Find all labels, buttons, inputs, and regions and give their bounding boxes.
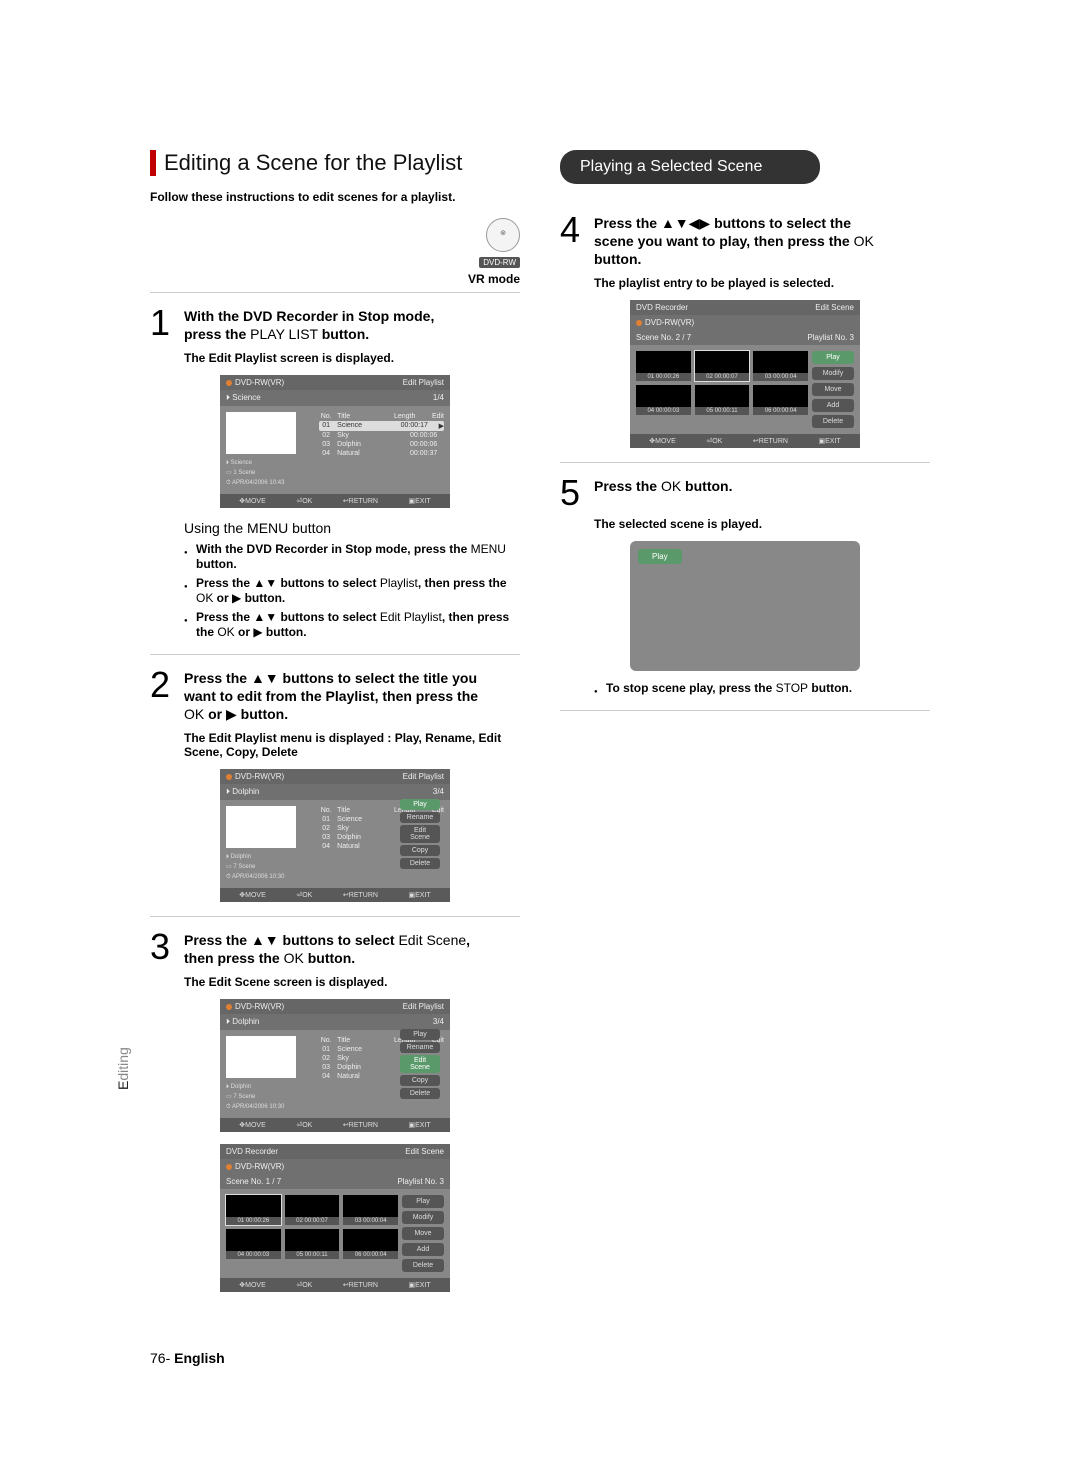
step-body: Press the ▲▼◀▶ buttons to select the sce…	[594, 214, 930, 268]
page-footer: 76- English	[150, 1350, 225, 1366]
disc-icon: ⊚	[486, 218, 520, 252]
step-body: With the DVD Recorder in Stop mode, pres…	[184, 307, 520, 343]
divider	[150, 654, 520, 655]
bullet-stop: To stop scene play, press the STOP butto…	[594, 681, 930, 696]
red-bar-accent	[150, 150, 156, 176]
playlist-table: No.TitleLengthEdit 01Science00:00:17▶ 02…	[319, 412, 444, 488]
context-menu: Play Rename Edit Scene Copy Delete	[400, 799, 440, 869]
bullet-list-1: With the DVD Recorder in Stop mode, pres…	[184, 542, 520, 640]
screenshot-edit-playlist-2: DVD-RW(VR)Edit Playlist ⏵ Dolphin3/4 ⏵ D…	[220, 769, 450, 902]
step-number: 5	[560, 477, 594, 509]
left-column: Editing a Scene for the Playlist Follow …	[150, 150, 520, 1304]
screenshot-edit-playlist-3a: DVD-RW(VR)Edit Playlist ⏵ Dolphin3/4 ⏵ D…	[220, 999, 450, 1132]
title-text: Editing a Scene for the Playlist	[164, 150, 462, 176]
sidebar-section-label: Editing	[115, 1047, 131, 1090]
playing-scene-pill: Playing a Selected Scene	[560, 150, 820, 184]
thumbnail	[226, 412, 296, 454]
step-number: 1	[150, 307, 184, 343]
screenshot-edit-scene-4: DVD RecorderEdit Scene DVD-RW(VR) Scene …	[630, 300, 860, 448]
context-menu: Play Rename Edit Scene Copy Delete	[400, 1029, 440, 1099]
step-1-sub: The Edit Playlist screen is displayed.	[184, 351, 520, 365]
step-body: Press the ▲▼ buttons to select Edit Scen…	[184, 931, 520, 967]
step-5: 5 Press the OK button.	[560, 477, 930, 509]
mode-row: VR mode	[150, 272, 520, 293]
screenshot-play: Play	[630, 541, 860, 671]
step-body: Press the ▲▼ buttons to select the title…	[184, 669, 520, 723]
scene-side-menu: Play Modify Move Add Delete	[812, 351, 854, 428]
divider	[560, 462, 930, 463]
divider	[560, 710, 930, 711]
step-5-sub: The selected scene is played.	[594, 517, 930, 531]
step-number: 4	[560, 214, 594, 268]
dvd-rw-badge: ⊚ DVD-RW	[150, 218, 520, 270]
step-3: 3 Press the ▲▼ buttons to select Edit Sc…	[150, 931, 520, 967]
step-4: 4 Press the ▲▼◀▶ buttons to select the s…	[560, 214, 930, 268]
step-3-sub: The Edit Scene screen is displayed.	[184, 975, 520, 989]
screenshot-edit-playlist-1: DVD-RW(VR)Edit Playlist ⏵ Science1/4 ⏵ S…	[220, 375, 450, 508]
divider	[150, 916, 520, 917]
play-tag: Play	[638, 549, 682, 564]
step-2: 2 Press the ▲▼ buttons to select the tit…	[150, 669, 520, 723]
using-menu-heading: Using the MENU button	[184, 520, 520, 536]
screenshot-edit-scene-3b: DVD RecorderEdit Scene DVD-RW(VR) Scene …	[220, 1144, 450, 1292]
step-1: 1 With the DVD Recorder in Stop mode, pr…	[150, 307, 520, 343]
scene-side-menu: Play Modify Move Add Delete	[402, 1195, 444, 1272]
thumbnail	[226, 1036, 296, 1078]
disc-label: DVD-RW	[479, 257, 520, 268]
right-column: Playing a Selected Scene 4 Press the ▲▼◀…	[560, 150, 930, 1304]
step-number: 3	[150, 931, 184, 967]
thumbnail	[226, 806, 296, 848]
page-content: Editing a Scene for the Playlist Follow …	[150, 150, 930, 1304]
step-4-sub: The playlist entry to be played is selec…	[594, 276, 930, 290]
step-body: Press the OK button.	[594, 477, 930, 509]
step-number: 2	[150, 669, 184, 723]
step-2-sub: The Edit Playlist menu is displayed : Pl…	[184, 731, 520, 759]
intro-text: Follow these instructions to edit scenes…	[150, 190, 520, 204]
section-title: Editing a Scene for the Playlist	[150, 150, 520, 176]
